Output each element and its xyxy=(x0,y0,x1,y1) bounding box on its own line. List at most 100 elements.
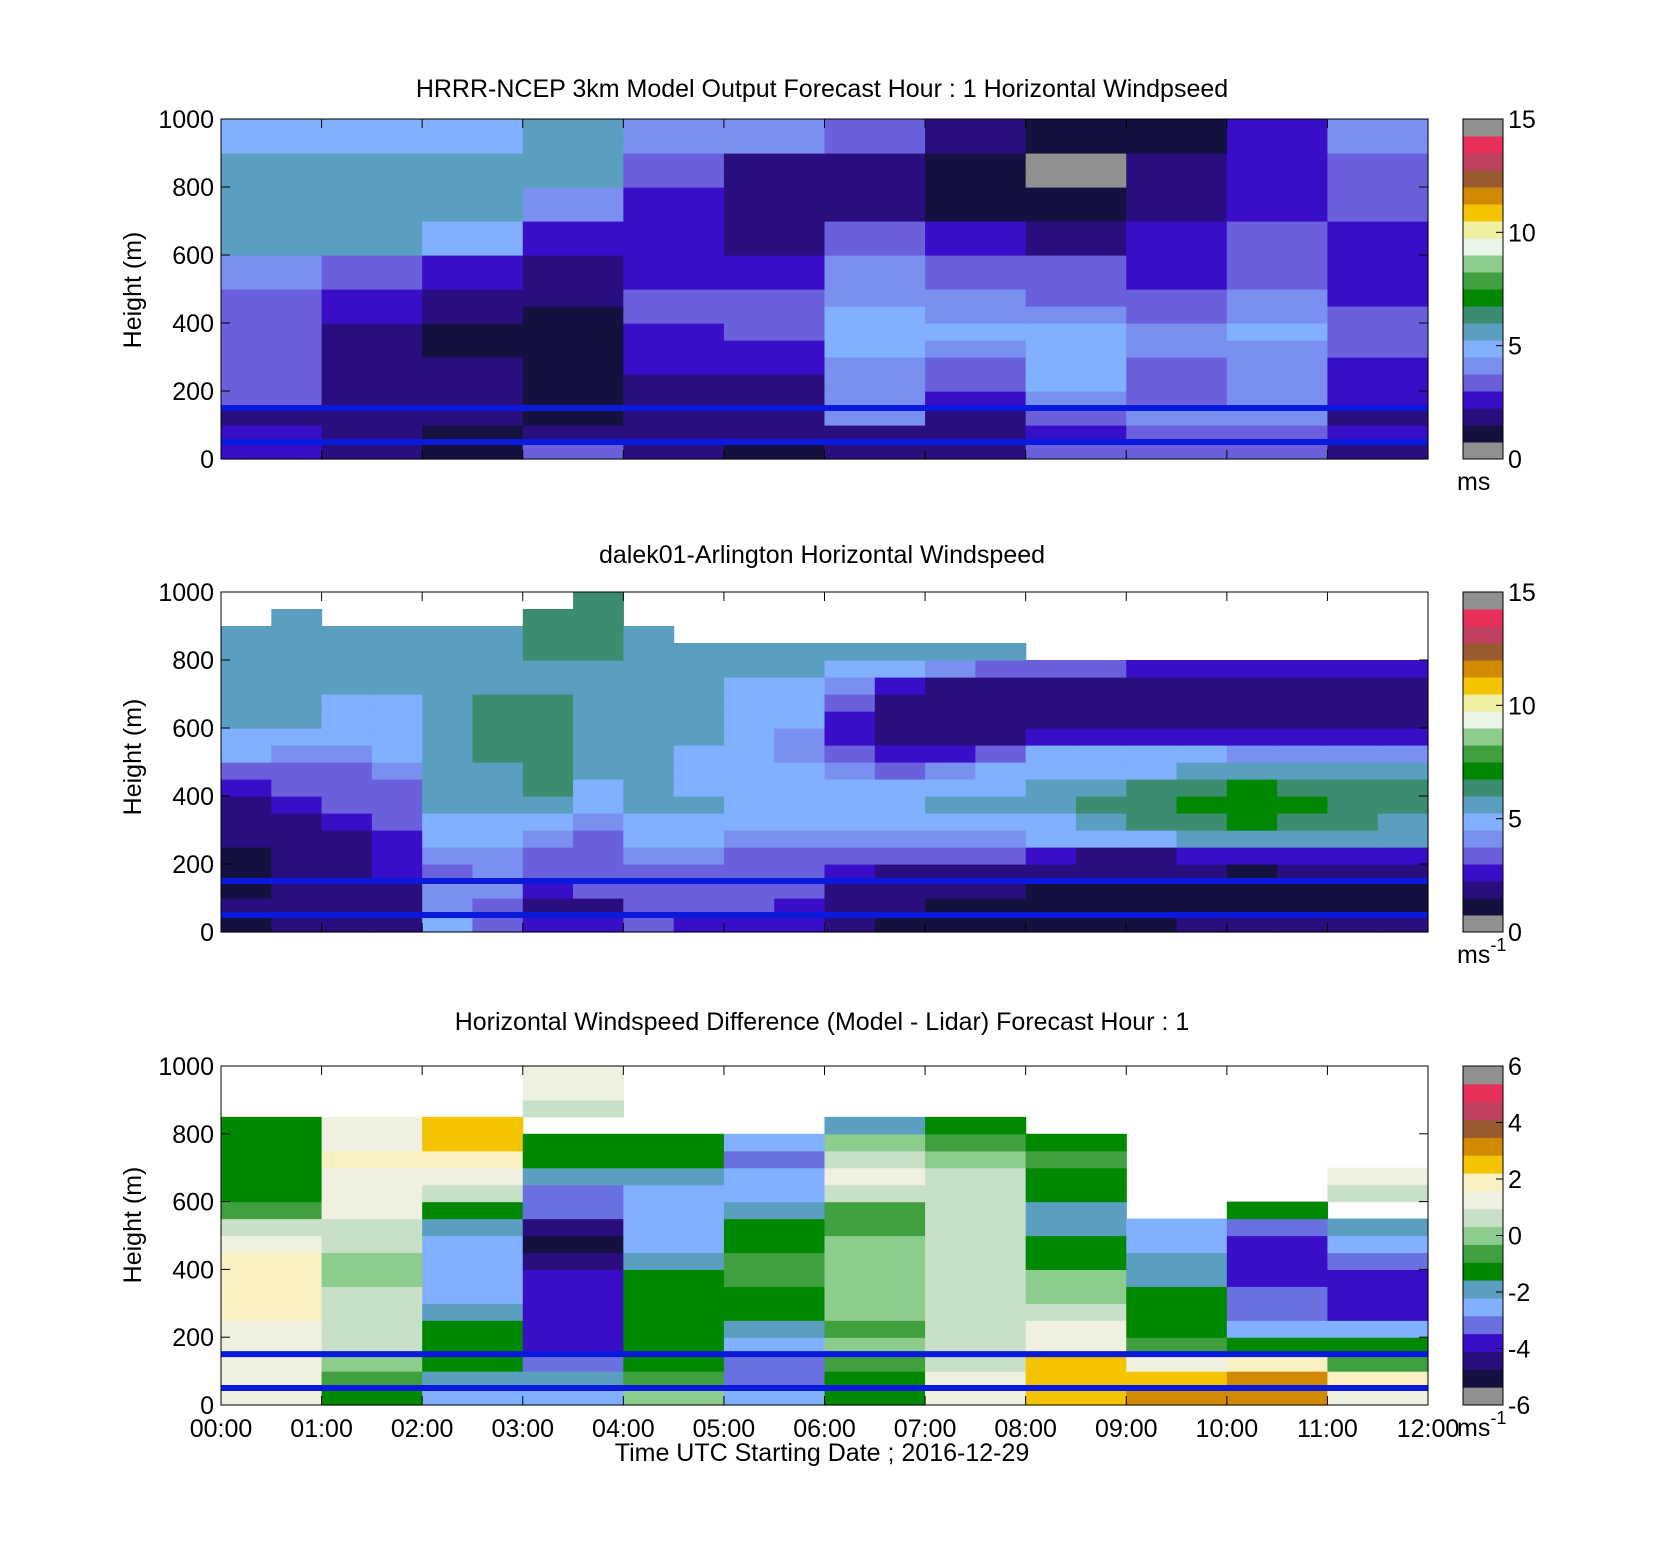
heatmap-cell xyxy=(1025,1303,1127,1321)
heatmap-cell xyxy=(723,1354,826,1372)
heatmap-cell xyxy=(422,813,474,831)
heatmap-cell xyxy=(1025,1371,1127,1389)
heatmap-cell xyxy=(1126,255,1228,273)
heatmap-cell xyxy=(1075,762,1127,780)
heatmap-cell xyxy=(221,238,323,256)
colorbar-segment xyxy=(1463,204,1503,222)
heatmap-cell xyxy=(522,306,624,324)
heatmap-cell xyxy=(472,898,524,916)
heatmap-cell xyxy=(824,660,876,678)
heatmap-cell xyxy=(1327,170,1429,188)
heatmap-cell xyxy=(1327,779,1379,797)
heatmap-cell xyxy=(522,289,624,307)
heatmap-cell xyxy=(623,711,675,729)
colorbar-segment xyxy=(1463,1315,1503,1335)
heatmap-cell xyxy=(1327,1235,1429,1254)
heatmap-cell xyxy=(1126,442,1228,460)
colorbar-tick-label: 10 xyxy=(1508,692,1536,720)
heatmap-cell xyxy=(723,1286,826,1304)
heatmap-cell xyxy=(623,1371,725,1389)
heatmap-cell xyxy=(321,1303,423,1321)
heatmap-cell xyxy=(1277,728,1329,746)
heatmap-cell xyxy=(422,898,474,916)
heatmap-cell xyxy=(1377,881,1429,899)
heatmap-cell xyxy=(221,1337,323,1355)
heatmap-cell xyxy=(824,745,876,763)
heatmap-cell xyxy=(522,779,574,797)
heatmap-cell xyxy=(1377,762,1429,780)
colorbar-segment xyxy=(1463,170,1503,188)
heatmap-cell xyxy=(623,915,675,933)
heatmap-cell xyxy=(925,660,976,678)
heatmap-cell xyxy=(271,677,323,695)
colorbar-tick-label: 6 xyxy=(1508,1053,1522,1081)
heatmap-cell xyxy=(874,677,926,695)
heatmap-cell xyxy=(522,1082,624,1101)
heatmap-cell xyxy=(1025,660,1077,678)
colorbar-segment xyxy=(1463,1244,1503,1263)
heatmap-cell xyxy=(1025,1184,1127,1203)
heatmap-cell xyxy=(321,136,423,154)
heatmap-cell xyxy=(723,660,775,678)
x-tick-label: 04:00 xyxy=(592,1415,655,1443)
heatmap-cell xyxy=(623,1184,725,1203)
colorbar-segment xyxy=(1463,1083,1503,1103)
heatmap-cell xyxy=(623,442,725,460)
heatmap-cell xyxy=(1176,677,1228,695)
heatmap-cell xyxy=(321,340,423,358)
heatmap-cell xyxy=(1126,881,1178,899)
y-tick-label: 200 xyxy=(172,1324,214,1352)
heatmap-cell xyxy=(321,1388,423,1406)
colorbar-segment xyxy=(1463,1369,1503,1388)
y-tick-label: 600 xyxy=(172,1189,214,1217)
heatmap-cell xyxy=(925,745,976,763)
heatmap-cell xyxy=(371,677,423,695)
heatmap-cell xyxy=(723,340,826,358)
heatmap-cell xyxy=(422,170,524,188)
heatmap-cell xyxy=(824,1269,926,1287)
heatmap-cell xyxy=(925,1388,1027,1406)
heatmap-cell xyxy=(1327,119,1429,137)
heatmap-cell xyxy=(522,1066,624,1084)
heatmap-cell xyxy=(1327,694,1379,712)
heatmap-cell xyxy=(1126,847,1178,865)
heatmap-cell xyxy=(1377,694,1429,712)
heatmap-cell xyxy=(824,425,926,443)
heatmap-cell xyxy=(975,728,1027,746)
heatmap-cell xyxy=(723,864,775,882)
heatmap-cell xyxy=(522,1252,624,1270)
heatmap-cell xyxy=(573,779,624,797)
heatmap-cell xyxy=(824,238,926,256)
heatmap-cell xyxy=(1327,306,1429,324)
heatmap-cell xyxy=(1226,1286,1329,1304)
heatmap-cell xyxy=(1075,779,1127,797)
heatmap-cell xyxy=(1126,204,1228,222)
heatmap-cell xyxy=(1126,694,1178,712)
heatmap-cell xyxy=(1126,1354,1228,1372)
heatmap-cell xyxy=(975,864,1027,882)
colorbar-segment xyxy=(1463,1262,1503,1281)
heatmap-cell xyxy=(623,374,725,392)
heatmap-cell xyxy=(321,1201,423,1220)
heatmap-cell xyxy=(1327,728,1379,746)
heatmap-cell xyxy=(925,119,1027,137)
heatmap-cell xyxy=(1025,881,1077,899)
heatmap-cell xyxy=(1327,813,1379,831)
heatmap-cell xyxy=(321,1252,423,1270)
heatmap-cell xyxy=(321,391,423,409)
heatmap-cell xyxy=(723,187,826,205)
heatmap-cell xyxy=(221,374,323,392)
heatmap-cell xyxy=(925,442,1027,460)
heatmap-cell xyxy=(824,391,926,409)
heatmap-cell xyxy=(1226,677,1278,695)
heatmap-cell xyxy=(422,442,524,460)
heatmap-cell xyxy=(824,187,926,205)
heatmap-cell xyxy=(774,881,826,899)
heatmap-cell xyxy=(522,255,624,273)
heatmap-cell xyxy=(422,204,524,222)
heatmap-cell xyxy=(522,898,574,916)
heatmap-cell xyxy=(522,762,574,780)
heatmap-cell xyxy=(221,847,272,865)
heatmap-cell xyxy=(522,830,574,848)
heatmap-cell xyxy=(723,779,775,797)
